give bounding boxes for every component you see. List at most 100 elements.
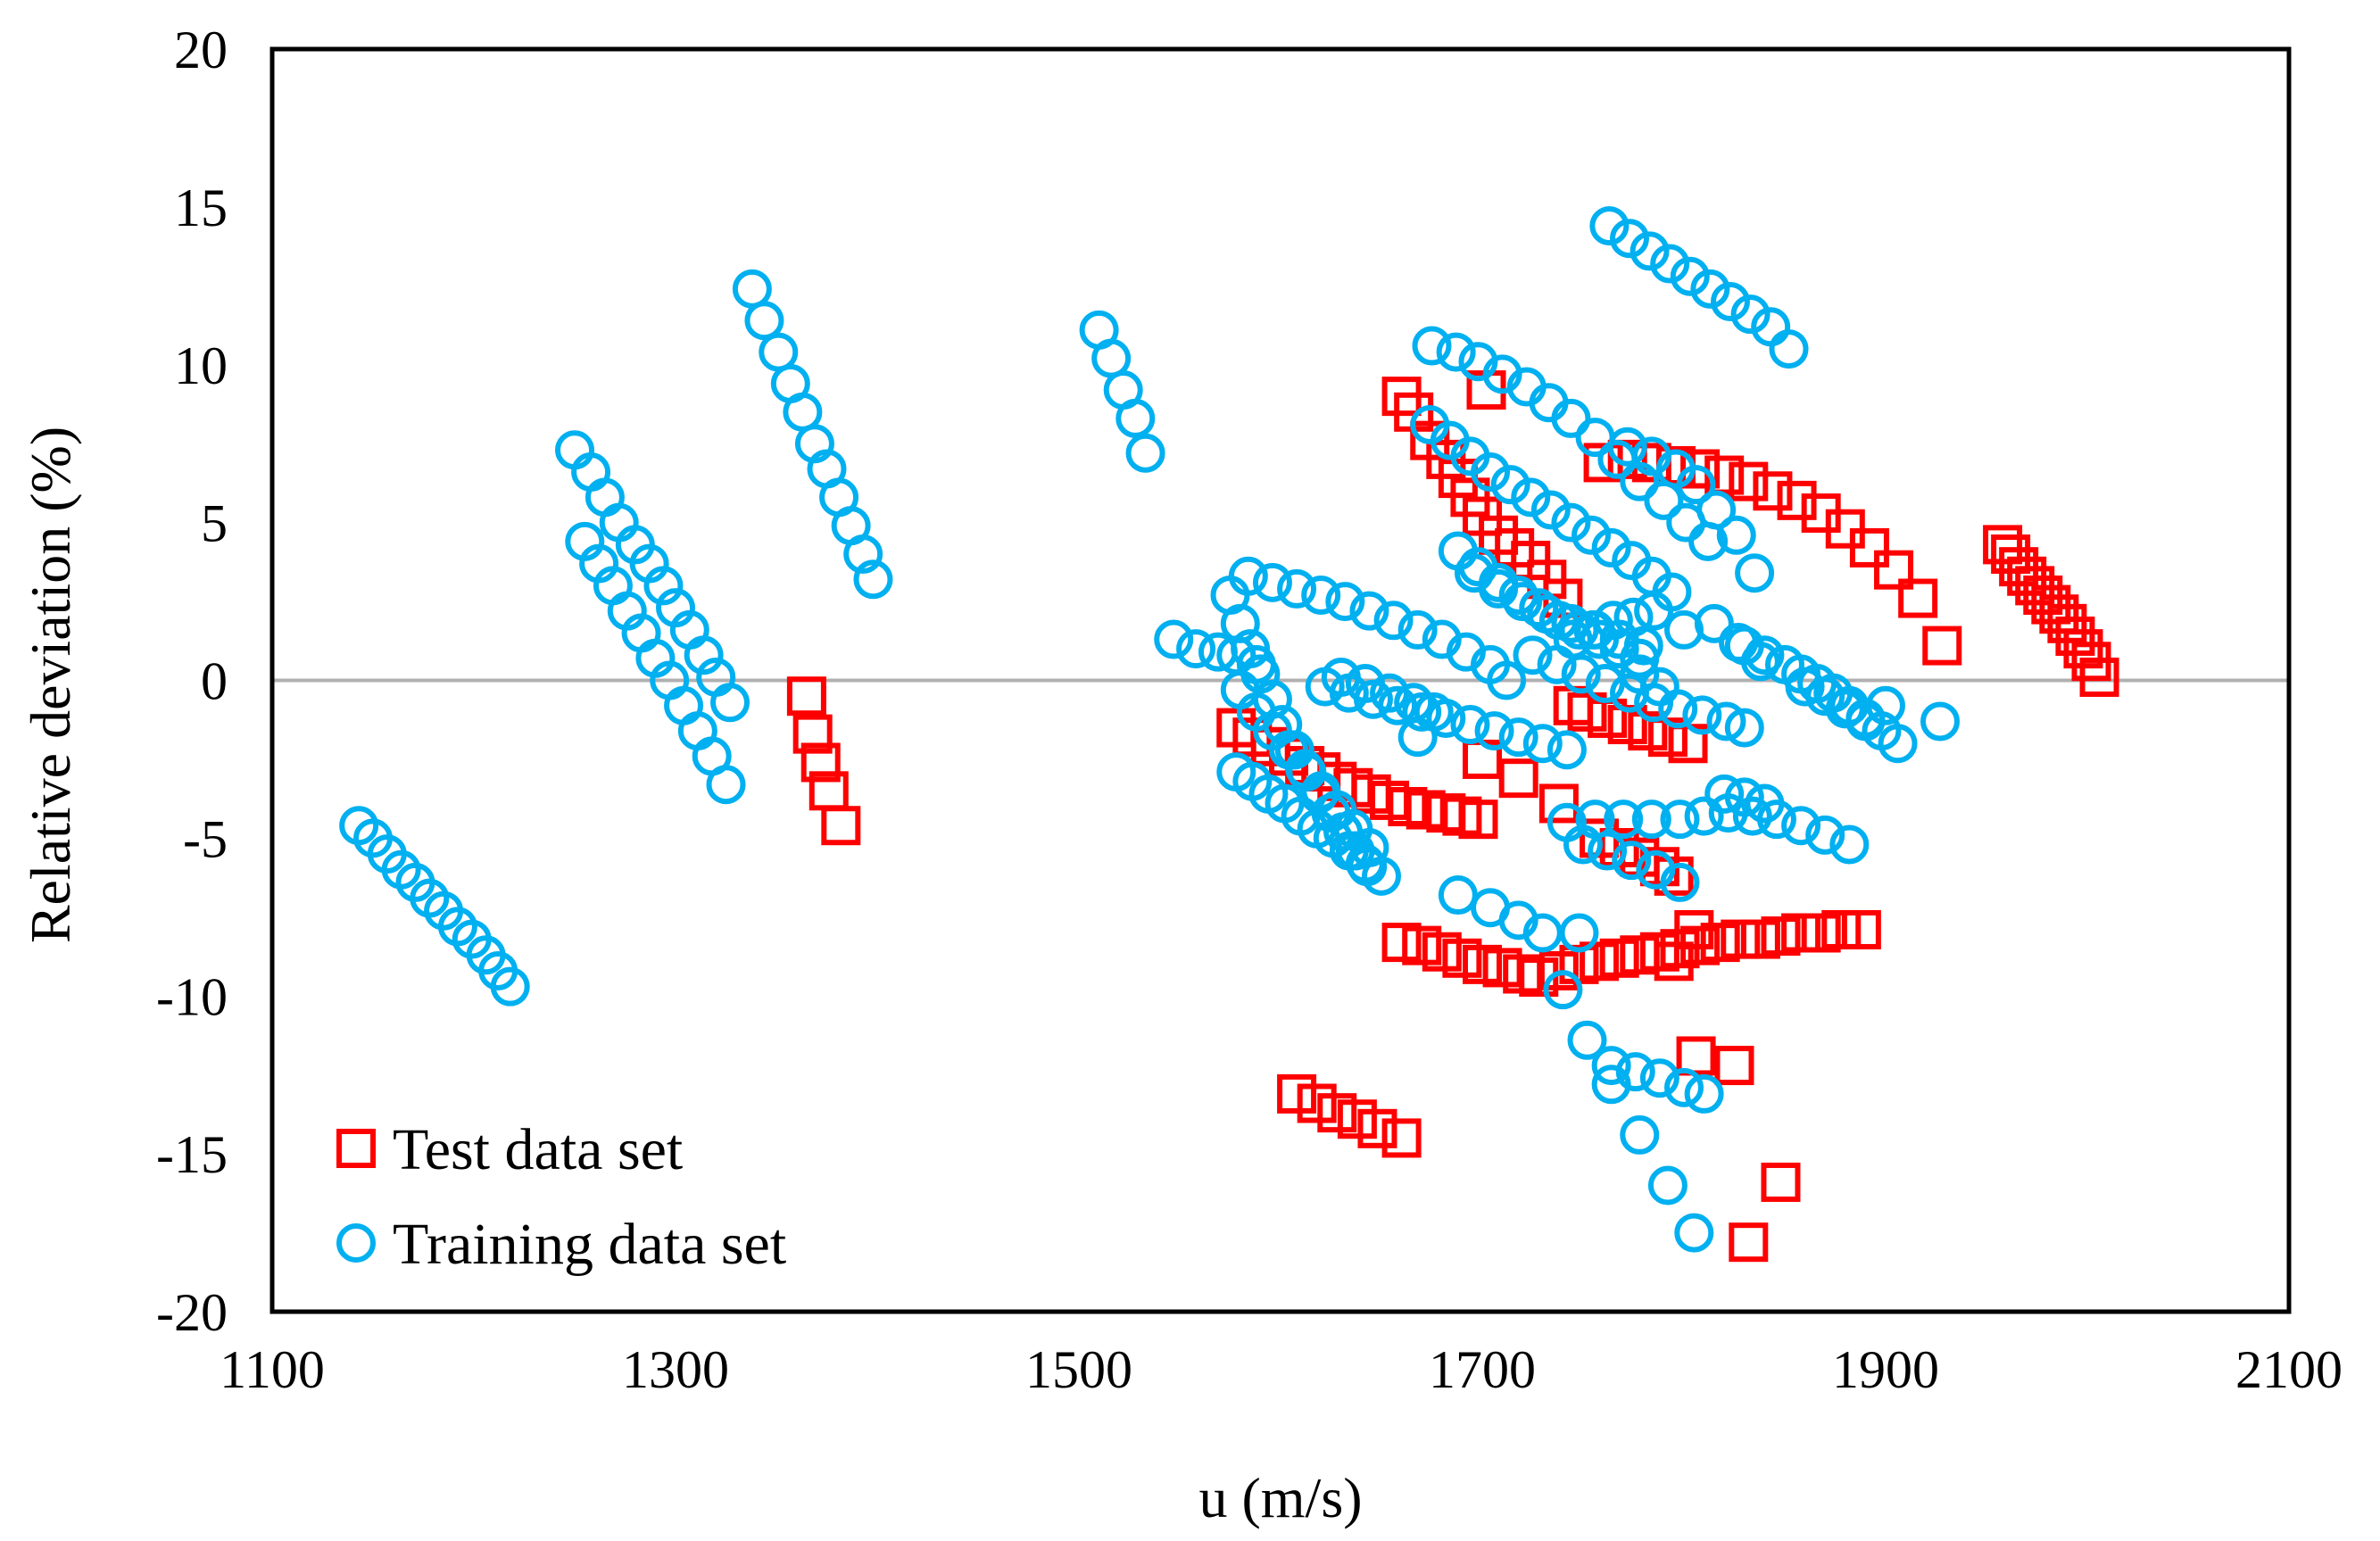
- training-data-point: [1559, 913, 1599, 953]
- test-data-point: [1317, 1093, 1357, 1133]
- test-data-point: [1777, 480, 1817, 520]
- training-data-point: [1706, 701, 1746, 742]
- test-data-point: [1680, 449, 1721, 489]
- test-data-point: [1337, 1099, 1377, 1139]
- training-data-point: [1345, 664, 1385, 704]
- test-data-point: [1761, 1162, 1801, 1202]
- test-data-point: [1458, 799, 1498, 840]
- axis-tick-labels: 1100 1300 1500 1700 1900 2100 -20 -15 -10 -5 0 5 10 1…: [156, 21, 2343, 1399]
- training-data-point: [1710, 282, 1750, 321]
- training-data-point: [1639, 1058, 1679, 1098]
- legend-label-test: Test data set: [393, 1117, 683, 1182]
- y-tick-label: -15: [156, 1125, 228, 1184]
- training-data-point: [1716, 515, 1756, 555]
- training-data-point: [1639, 667, 1679, 707]
- test-data-point: [1628, 711, 1668, 751]
- training-data-point: [1252, 562, 1292, 602]
- training-data-point: [1567, 1020, 1607, 1060]
- training-data-point: [1589, 206, 1630, 246]
- test-data-point: [1422, 932, 1462, 972]
- y-tick-label: 15: [174, 178, 228, 237]
- training-data-point: [1277, 568, 1317, 609]
- test-data-point: [1599, 938, 1639, 978]
- test-data-point: [1700, 923, 1740, 963]
- training-data-point: [1176, 629, 1216, 669]
- test-data-point: [1922, 626, 1962, 666]
- training-data-point: [1487, 660, 1527, 700]
- test-data-point: [1841, 909, 1881, 949]
- test-data-point: [1654, 856, 1694, 896]
- training-data-point: [1676, 465, 1716, 505]
- test-data-point: [1498, 758, 1538, 799]
- test-data-point: [1674, 909, 1714, 949]
- y-tick-label: 10: [174, 336, 228, 395]
- test-data-point: [1607, 439, 1647, 479]
- training-data-point: [1670, 256, 1710, 296]
- training-data-point: [1498, 717, 1538, 758]
- training-data-point: [684, 635, 724, 675]
- y-tick-label: -10: [156, 967, 228, 1026]
- x-tick-label: 2100: [2235, 1340, 2343, 1399]
- training-data-point: [1634, 591, 1674, 631]
- training-data-point: [1674, 1213, 1714, 1253]
- training-data-point: [1620, 654, 1660, 694]
- legend-label-training: Training data set: [393, 1212, 786, 1277]
- training-data-point: [1682, 695, 1722, 735]
- test-data-point: [1721, 919, 1761, 959]
- training-data-point: [1724, 708, 1764, 748]
- training-data-point: [1154, 619, 1194, 659]
- training-data-point: [1684, 1073, 1724, 1114]
- training-data-point: [1650, 244, 1690, 284]
- training-data-point: [1607, 427, 1647, 467]
- training-data-point: [1591, 1046, 1631, 1086]
- legend: Test data set Training data set: [336, 1117, 786, 1277]
- x-axis-title: u (m/s): [1198, 1466, 1362, 1529]
- training-data-point: [1551, 502, 1591, 543]
- test-data-point: [1538, 783, 1579, 824]
- test-data-point: [1277, 1073, 1317, 1114]
- training-data-point: [1684, 796, 1724, 836]
- test-data-point: [1740, 919, 1780, 959]
- training-data-point: [1228, 556, 1268, 596]
- test-data-point: [1729, 461, 1769, 501]
- training-data-point: [1563, 824, 1603, 865]
- training-data-point: [1631, 799, 1671, 840]
- training-data-point: [1220, 603, 1260, 643]
- series-test: [786, 370, 2119, 1263]
- training-data-point: [1450, 705, 1490, 745]
- training-data-point: [1785, 667, 1825, 707]
- training-data-point: [1613, 597, 1654, 637]
- training-data-point: [1615, 1052, 1655, 1092]
- y-tick-label: 0: [201, 652, 228, 711]
- x-tick-label: 1300: [622, 1340, 729, 1399]
- test-data-point: [1567, 692, 1607, 732]
- training-data-point: [1829, 824, 1870, 865]
- training-data-point: [1573, 609, 1613, 650]
- training-data-point: [1397, 717, 1438, 758]
- training-data-point: [1585, 664, 1625, 704]
- training-data-point: [1551, 603, 1591, 643]
- training-data-point: [1522, 724, 1563, 764]
- training-data-point: [710, 683, 750, 723]
- test-data-point: [1463, 944, 1502, 984]
- training-data-point: [1660, 862, 1700, 902]
- test-data-point: [1874, 550, 1914, 590]
- test-data-point: [1402, 925, 1442, 965]
- training-data-point: [1647, 1165, 1688, 1205]
- test-data-point: [1714, 1046, 1754, 1086]
- training-data-point: [1660, 799, 1700, 840]
- test-data-point: [2079, 657, 2119, 697]
- training-data-point: [1732, 796, 1772, 836]
- training-data-point: [1694, 603, 1734, 643]
- training-data-point: [1349, 591, 1389, 631]
- y-tick-label: 5: [201, 494, 228, 553]
- training-data-point: [1349, 827, 1389, 867]
- training-data-point: [1878, 724, 1918, 764]
- test-data-point: [786, 676, 826, 717]
- test-data-point: [1781, 913, 1821, 953]
- training-data-point: [1471, 452, 1511, 493]
- data-points: [339, 206, 2119, 1263]
- test-data-point: [1639, 932, 1679, 972]
